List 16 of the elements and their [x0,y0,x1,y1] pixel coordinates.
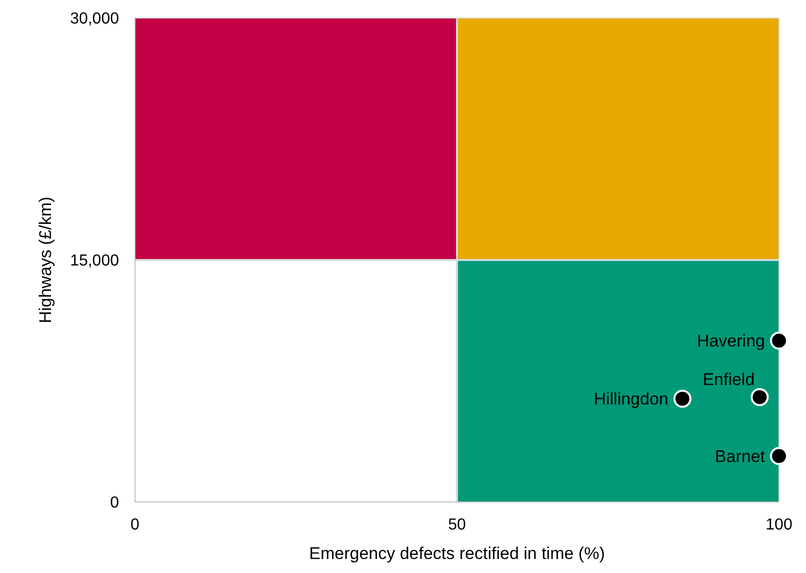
annotation: Barnet [714,447,766,466]
x-tick-label: 0 [130,516,140,534]
y-tick-label: 30,000 [70,10,120,28]
y-tick-label: 15,000 [70,252,120,270]
x-axis-title: Emergency defects rectified in time (%) [309,544,605,563]
annotation: Hillingdon [594,390,668,409]
point [770,332,788,350]
y-tick-label: 0 [110,494,120,512]
annotation: Enfield [702,370,755,390]
x-tick-label: 100 [766,516,792,534]
point [673,390,692,408]
x-tick-label: 50 [448,516,466,534]
point [750,388,769,406]
point [770,447,788,466]
y-axis-title: Highways (£/km) [36,196,56,324]
annotation: Havering [696,332,765,351]
